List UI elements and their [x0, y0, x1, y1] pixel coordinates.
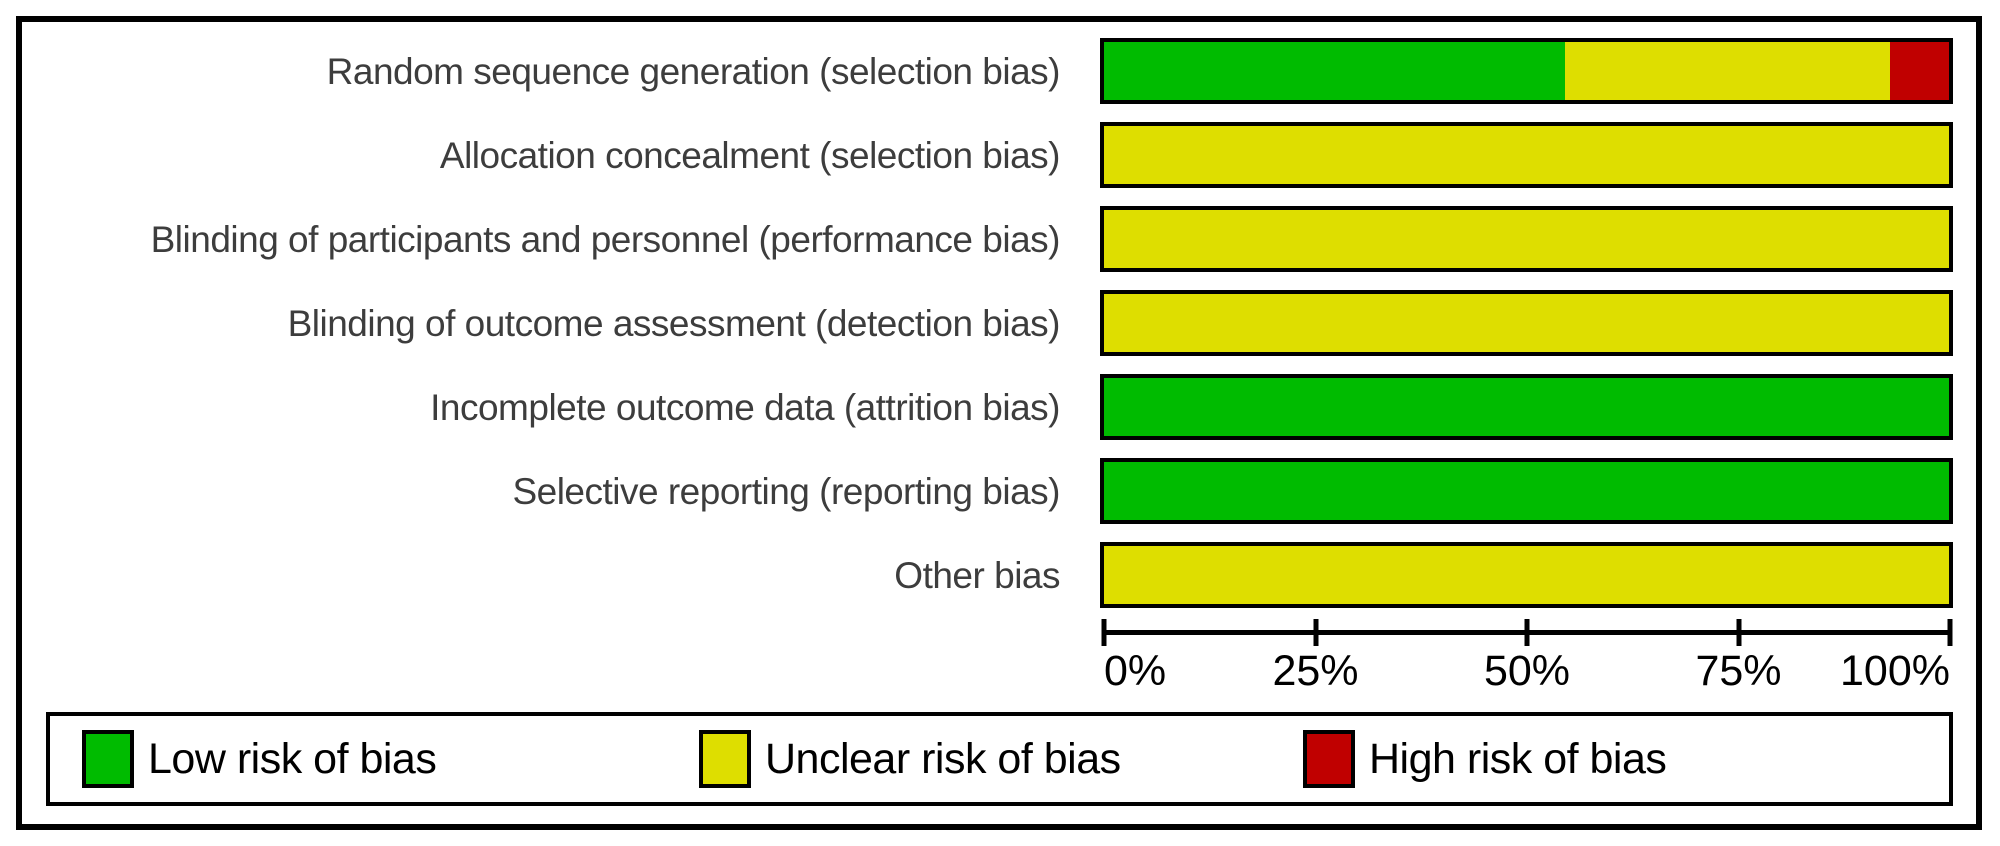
axis-tick: [1736, 619, 1741, 646]
bar-segment-low: [1104, 462, 1949, 520]
chart-row: Selective reporting (reporting bias): [22, 458, 1953, 524]
stacked-bar: [1100, 38, 1953, 104]
stacked-bar: [1100, 290, 1953, 356]
bar-segment-low: [1104, 42, 1565, 100]
legend-label: Unclear risk of bias: [765, 734, 1121, 783]
legend-swatch-unclear: [699, 730, 751, 788]
axis-tick: [1101, 619, 1107, 646]
legend-item-unclear: Unclear risk of bias: [699, 730, 1121, 788]
legend-label: High risk of bias: [1369, 734, 1667, 783]
bar-segment-unclear: [1104, 126, 1949, 184]
bar-segment-low: [1104, 378, 1949, 436]
stacked-bar: [1100, 122, 1953, 188]
row-label: Blinding of outcome assessment (detectio…: [287, 302, 1061, 344]
x-axis-tick-labels: 0% 25% 50% 75% 100%: [1104, 646, 1950, 702]
row-label: Other bias: [894, 554, 1060, 596]
stacked-bar: [1100, 206, 1953, 272]
risk-of-bias-rows: Random sequence generation (selection bi…: [22, 38, 1953, 626]
legend-box: Low risk of bias Unclear risk of bias High…: [46, 712, 1953, 806]
stacked-bar: [1100, 374, 1953, 440]
bar-segment-high: [1889, 42, 1949, 100]
axis-tick-label: 75%: [1695, 647, 1782, 695]
chart-row: Blinding of outcome assessment (detectio…: [22, 290, 1953, 356]
chart-row: Other bias: [22, 542, 1953, 608]
chart-row: Blinding of participants and personnel (…: [22, 206, 1953, 272]
stacked-bar: [1100, 542, 1953, 608]
axis-tick-label: 0%: [1104, 647, 1167, 695]
row-label: Incomplete outcome data (attrition bias): [430, 386, 1060, 428]
axis-tick-label: 50%: [1483, 647, 1571, 695]
legend-label: Low risk of bias: [148, 734, 437, 783]
bar-segment-unclear: [1104, 210, 1949, 268]
bar-segment-unclear: [1104, 546, 1949, 604]
axis-tick-label: 100%: [1840, 647, 1950, 695]
axis-tick: [1313, 619, 1318, 646]
legend-item-low: Low risk of bias: [82, 730, 437, 788]
legend-swatch-high: [1303, 730, 1355, 788]
legend-item-high: High risk of bias: [1303, 730, 1667, 788]
bar-segment-unclear: [1564, 42, 1890, 100]
row-label: Allocation concealment (selection bias): [439, 134, 1061, 176]
axis-tick: [1947, 619, 1953, 646]
x-axis-line: [1101, 619, 1953, 646]
row-label: Blinding of participants and personnel (…: [150, 218, 1061, 260]
row-label: Random sequence generation (selection bi…: [326, 50, 1061, 92]
row-label: Selective reporting (reporting bias): [512, 470, 1060, 512]
chart-row: Random sequence generation (selection bi…: [22, 38, 1953, 104]
legend-swatch-low: [82, 730, 134, 788]
chart-row: Incomplete outcome data (attrition bias): [22, 374, 1953, 440]
axis-tick-label: 25%: [1272, 647, 1359, 695]
bar-segment-unclear: [1104, 294, 1949, 352]
figure-frame: Random sequence generation (selection bi…: [16, 16, 1982, 830]
axis-tick: [1524, 619, 1530, 646]
stacked-bar: [1100, 458, 1953, 524]
chart-row: Allocation concealment (selection bias): [22, 122, 1953, 188]
